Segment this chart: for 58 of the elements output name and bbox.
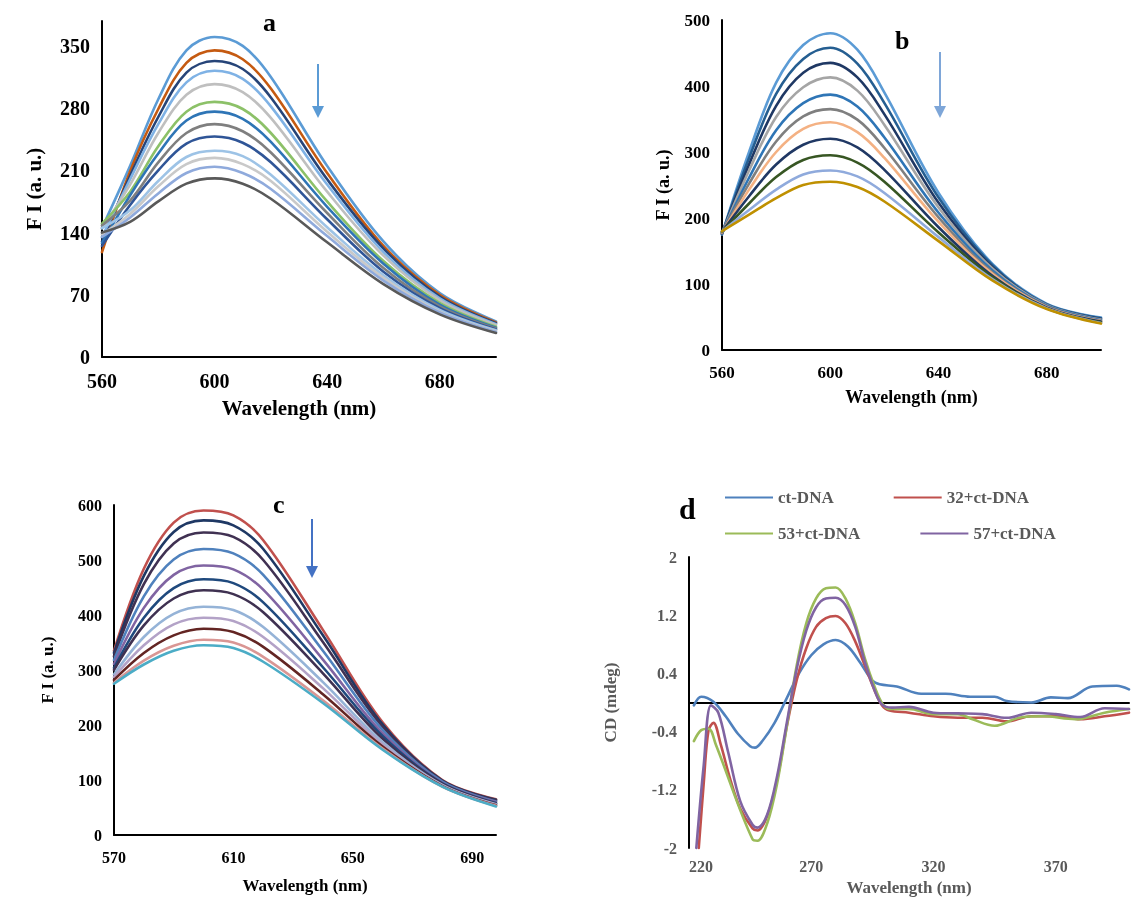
x-tick-label: 370: [1043, 857, 1068, 875]
x-tick-label: 600: [199, 370, 230, 392]
y-tick-label: 0: [94, 826, 102, 844]
legend-label: 57+ct-DNA: [973, 524, 1057, 543]
y-tick-label: 500: [78, 551, 102, 569]
x-tick-label: 680: [1034, 363, 1060, 382]
legend-label: 32+ct-DNA: [946, 488, 1030, 507]
x-tick-label: 680: [424, 370, 455, 392]
y-tick-label: 400: [684, 76, 710, 96]
y-axis-title: F I (a. u.): [38, 636, 57, 704]
y-tick-label: -2: [663, 839, 677, 857]
x-tick-label: 560: [87, 370, 117, 392]
y-axis-title: CD (mdeg): [601, 662, 620, 743]
legend-label: ct-DNA: [778, 488, 835, 507]
chart-title: c: [273, 489, 285, 519]
y-tick-label: 400: [78, 606, 102, 624]
x-tick-label: 650: [340, 848, 365, 866]
x-tick-label: 270: [799, 857, 824, 875]
y-tick-label: 300: [78, 661, 102, 679]
x-tick-label: 610: [221, 848, 246, 866]
y-tick-label: 350: [60, 34, 90, 57]
y-tick-label: 0: [80, 346, 90, 368]
x-tick-label: 640: [925, 363, 952, 382]
x-tick-label: 220: [689, 857, 713, 875]
y-tick-label: 0.4: [657, 664, 677, 682]
x-tick-label: 600: [817, 363, 844, 382]
chart-title: a: [263, 7, 276, 37]
y-tick-label: 600: [78, 496, 102, 514]
y-tick-label: 0: [701, 340, 710, 360]
y-tick-label: 500: [684, 10, 710, 30]
y-axis-title: F I (a. u.): [21, 147, 46, 231]
y-tick-label: 200: [78, 716, 102, 734]
y-tick-label: 100: [684, 274, 710, 294]
x-axis-title: Wavelength (nm): [242, 876, 368, 895]
x-tick-label: 690: [460, 848, 485, 866]
y-tick-label: 1.2: [657, 606, 677, 624]
y-tick-label: -0.4: [651, 723, 677, 741]
x-tick-label: 560: [709, 363, 735, 382]
x-tick-label: 570: [102, 848, 126, 866]
x-axis-title: Wavelength (nm): [845, 387, 978, 408]
y-tick-label: -1.2: [651, 781, 677, 799]
y-tick-label: 2: [669, 548, 677, 566]
y-tick-label: 140: [60, 221, 90, 244]
y-tick-label: 100: [78, 771, 102, 789]
line-series: [692, 638, 1131, 749]
y-tick-label: 300: [684, 142, 710, 162]
x-axis-title: Wavelength (nm): [221, 395, 377, 420]
legend-label: 53+ct-DNA: [778, 524, 862, 543]
y-tick-label: 70: [70, 283, 90, 306]
y-tick-label: 200: [684, 208, 710, 228]
y-axis-title: F I (a. u.): [653, 149, 674, 221]
x-axis-title: Wavelength (nm): [846, 877, 972, 897]
x-tick-label: 640: [312, 370, 343, 392]
x-tick-label: 320: [921, 857, 946, 875]
chart-title: b: [895, 25, 910, 55]
y-tick-label: 280: [60, 97, 90, 120]
y-tick-label: 210: [60, 159, 90, 182]
chart-title: d: [679, 491, 696, 525]
